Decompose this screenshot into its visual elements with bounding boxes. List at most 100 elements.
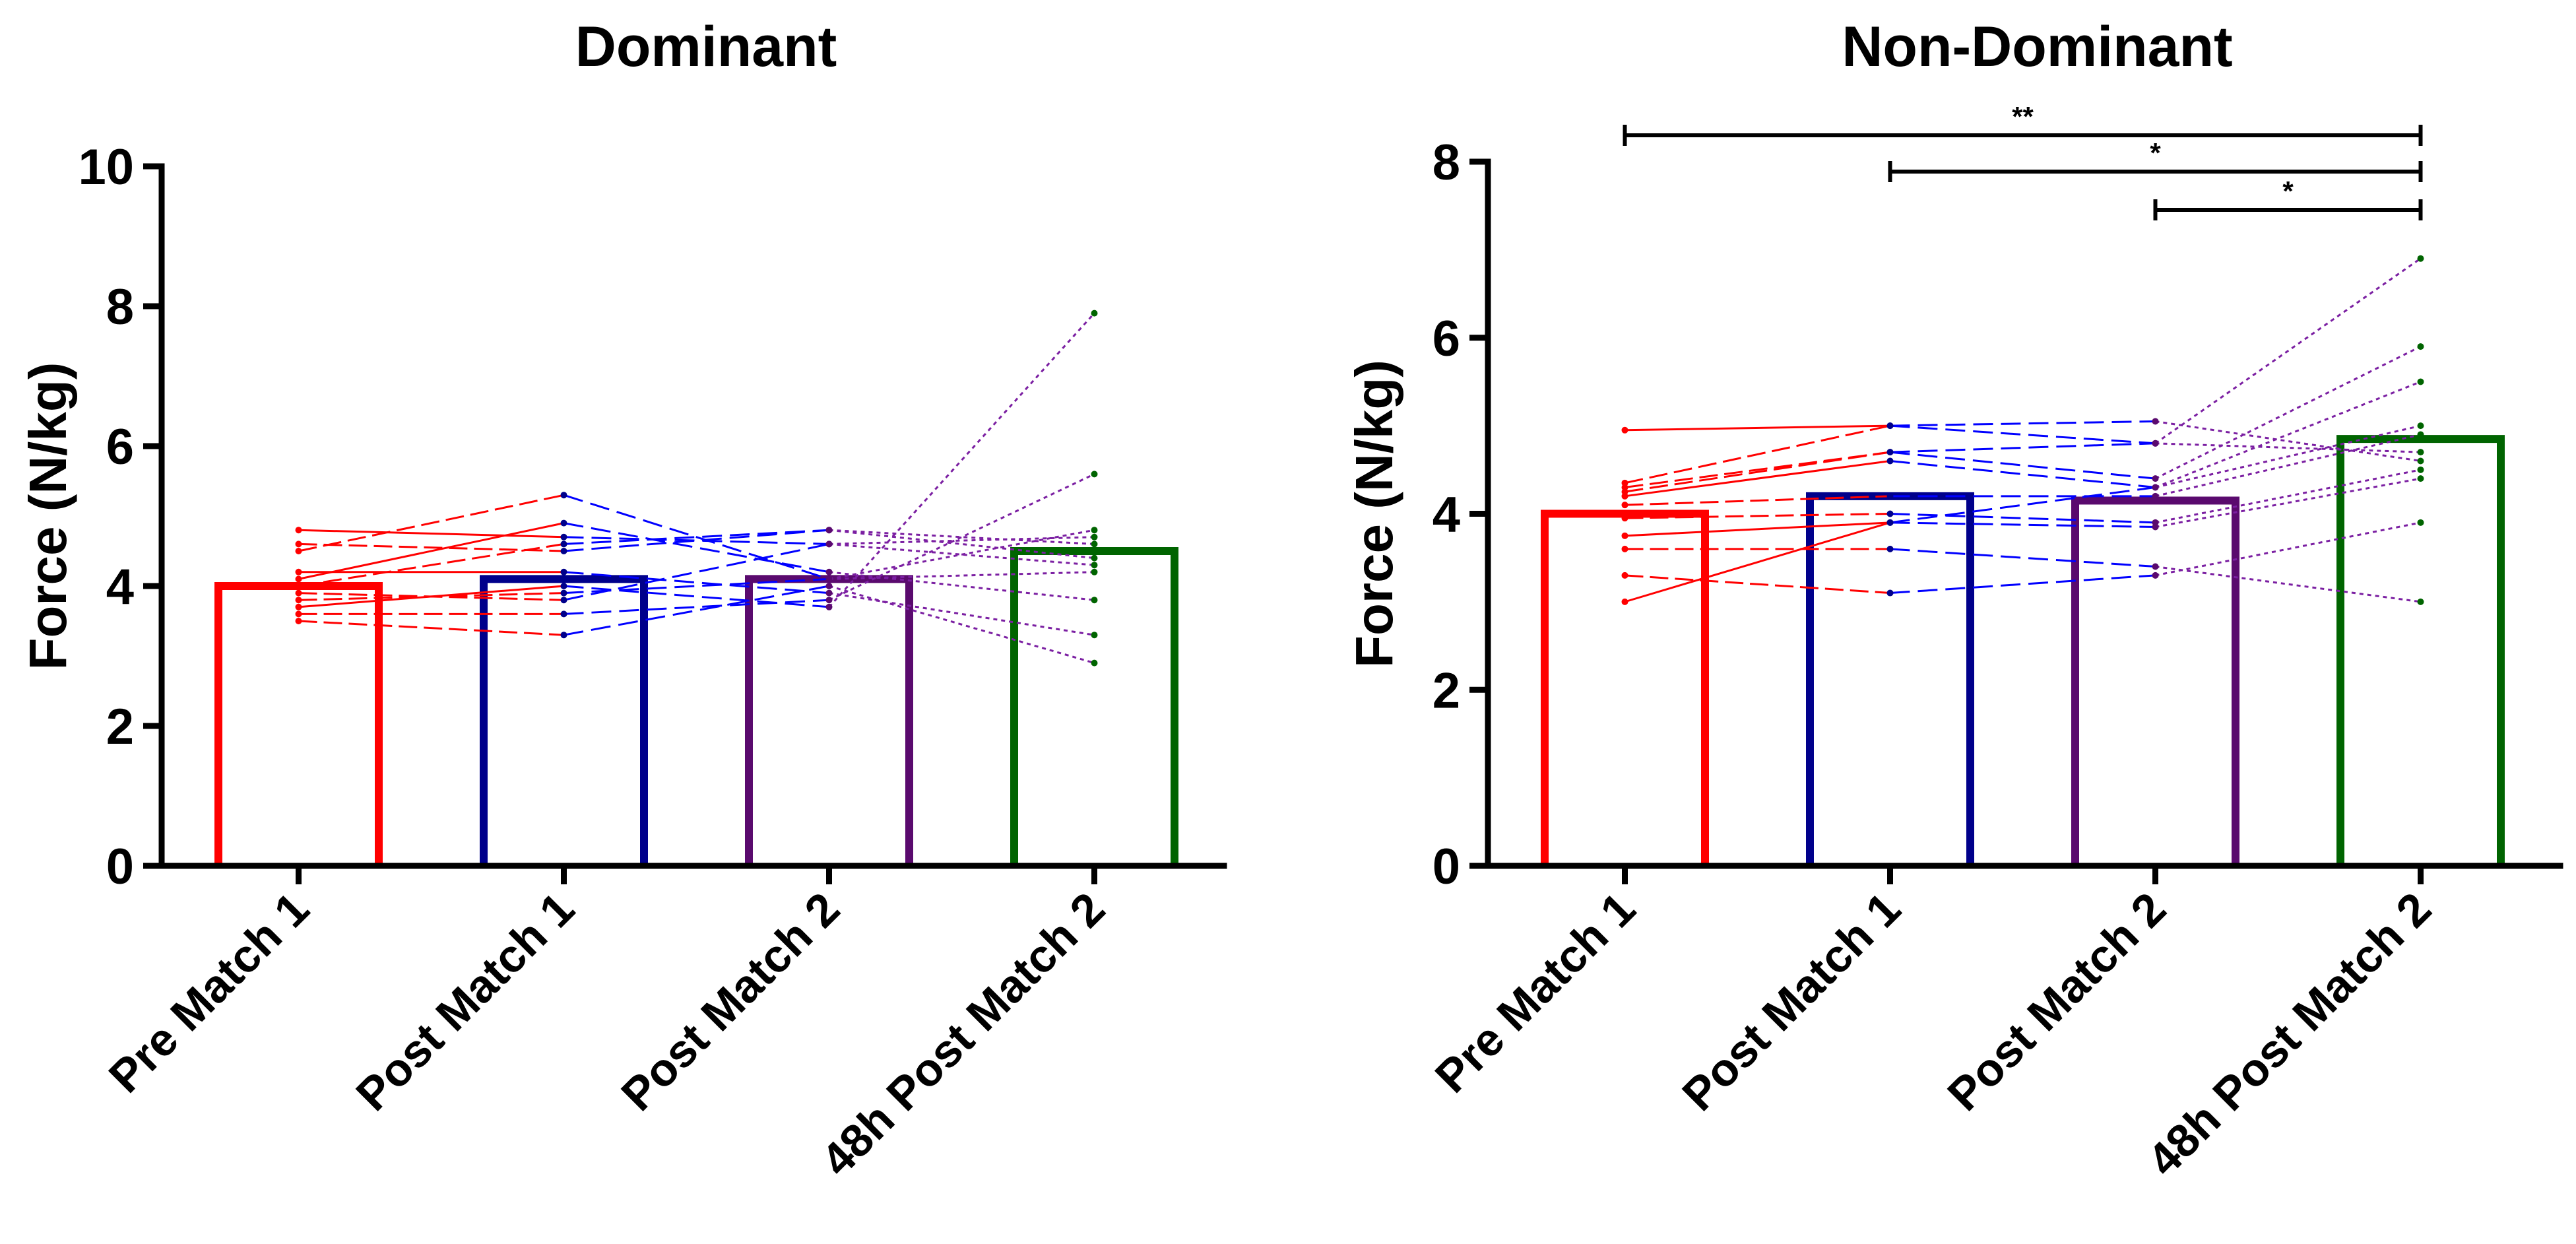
subject-line-3-seg-3 — [829, 529, 1095, 580]
data-point-7-1 — [295, 603, 302, 610]
data-point-2-2 — [560, 548, 567, 554]
subject-line-2-seg-3 — [829, 529, 1095, 560]
subject-line-7-seg-3 — [828, 312, 1095, 608]
subject-line-6-seg-1 — [1625, 513, 1890, 519]
data-point-7-4 — [1091, 310, 1098, 317]
data-point-7-4 — [2417, 475, 2424, 482]
y-tick-label: 0 — [1433, 839, 1460, 895]
x-tick-label: Post Match 1 — [346, 882, 584, 1120]
data-point-9-4 — [1091, 659, 1098, 667]
y-tick-label: 6 — [1433, 311, 1460, 367]
data-point-8-1 — [295, 610, 302, 618]
data-point-8-2 — [1886, 545, 1894, 552]
subject-line-6-seg-3 — [2155, 469, 2421, 524]
x-tick-label: Post Match 2 — [1938, 882, 2175, 1120]
data-point-11-2 — [1886, 449, 1894, 456]
data-point-9-3 — [2152, 572, 2159, 579]
data-point-5-4 — [2417, 431, 2424, 438]
data-point-6-2 — [560, 597, 567, 604]
data-point-2-1 — [295, 540, 302, 548]
data-point-9-1 — [1621, 572, 1628, 579]
data-point-8-4 — [2417, 598, 2424, 605]
y-tick-label: 0 — [106, 839, 134, 895]
subject-line-10-seg-3 — [2155, 424, 2421, 488]
subject-line-7-seg-3 — [2155, 477, 2421, 528]
bar-4 — [2336, 435, 2505, 866]
subject-line-1-seg-2 — [1890, 420, 2156, 427]
data-point-3-2 — [560, 492, 567, 499]
data-point-5-1 — [295, 583, 302, 589]
data-point-5-2 — [1886, 492, 1894, 500]
data-point-7-3 — [2152, 523, 2159, 531]
data-point-9-2 — [1886, 589, 1894, 597]
data-point-7-1 — [1621, 532, 1628, 539]
data-point-1-4 — [1091, 562, 1098, 569]
data-point-9-3 — [825, 583, 833, 589]
subject-line-5-seg-3 — [2155, 434, 2421, 498]
bar-2 — [480, 575, 648, 866]
data-point-3-1 — [295, 548, 302, 554]
y-tick-label: 8 — [106, 279, 134, 335]
chart-title: Non-Dominant — [1842, 15, 2232, 79]
data-point-11-1 — [295, 597, 302, 604]
subject-line-1-seg-1 — [298, 529, 564, 539]
data-point-3-4 — [2417, 343, 2424, 350]
data-point-10-2 — [560, 568, 567, 575]
data-point-4-3 — [825, 568, 833, 575]
subject-line-2-seg-2 — [564, 529, 829, 552]
data-point-4-4 — [2417, 378, 2424, 385]
data-point-11-4 — [2417, 449, 2424, 456]
data-point-6-1 — [295, 589, 302, 597]
data-point-5-3 — [825, 527, 833, 534]
subject-line-3-seg-2 — [1890, 451, 2156, 480]
bar-1 — [214, 582, 383, 866]
subject-line-8-seg-2 — [564, 599, 829, 615]
subject-line-4-seg-1 — [298, 522, 564, 580]
y-tick-label: 10 — [78, 139, 134, 195]
data-point-8-1 — [1621, 545, 1628, 552]
subject-line-8-seg-3 — [2155, 566, 2421, 603]
y-tick-label: 4 — [1433, 487, 1460, 543]
subject-line-4-seg-3 — [2154, 381, 2422, 488]
chart-panel-2: Non-Dominant Force (N/kg) 0 2 4 6 8 Pre Match 1… — [1345, 15, 2563, 1186]
subject-line-5-seg-1 — [1625, 495, 1890, 506]
data-point-11-4 — [1091, 568, 1098, 575]
data-point-6-4 — [1091, 533, 1098, 540]
data-point-5-3 — [2152, 492, 2159, 500]
subject-line-10-seg-2 — [1890, 486, 2156, 524]
subject-line-3-seg-1 — [1625, 451, 1890, 488]
data-point-8-3 — [2152, 563, 2159, 570]
subject-line-11-seg-2 — [1890, 442, 2156, 453]
data-point-8-2 — [560, 610, 567, 618]
data-point-10-1 — [1621, 598, 1628, 605]
x-tick-label: 48h Post Match 2 — [812, 882, 1114, 1185]
data-point-11-3 — [2152, 440, 2159, 447]
subject-line-7-seg-2 — [564, 585, 829, 608]
data-point-11-3 — [825, 575, 833, 583]
data-point-5-2 — [560, 540, 567, 548]
data-point-10-2 — [1886, 519, 1894, 526]
subject-line-11-seg-1 — [298, 592, 564, 601]
subject-line-1-seg-3 — [2155, 420, 2421, 462]
x-tick-label: Post Match 2 — [612, 882, 849, 1120]
subject-line-3-seg-3 — [2154, 345, 2422, 480]
data-point-8-3 — [825, 597, 833, 604]
data-point-4-1 — [295, 575, 302, 583]
subject-line-1-seg-2 — [564, 536, 829, 545]
subject-line-5-seg-3 — [829, 529, 1095, 545]
subject-line-5-seg-2 — [564, 529, 829, 545]
subject-line-4-seg-2 — [1890, 459, 2156, 488]
data-point-10-4 — [2417, 422, 2424, 430]
subject-line-7-seg-1 — [1625, 521, 1890, 537]
significance-label-3: * — [2282, 176, 2294, 207]
data-point-5-1 — [1621, 502, 1628, 509]
data-point-4-4 — [1091, 597, 1098, 604]
data-point-7-2 — [560, 583, 567, 589]
data-point-1-1 — [1621, 426, 1628, 434]
subject-line-4-seg-2 — [564, 522, 829, 573]
data-point-4-2 — [1886, 457, 1894, 465]
y-axis-label: Force (N/kg) — [1345, 360, 1403, 668]
subject-line-4-seg-1 — [1625, 459, 1890, 498]
